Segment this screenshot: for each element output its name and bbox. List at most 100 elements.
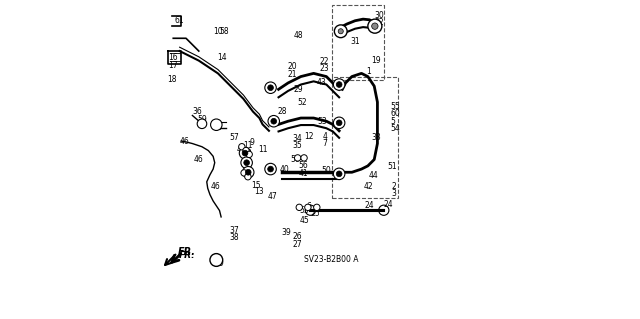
Text: 43: 43 (317, 78, 326, 87)
Text: 47: 47 (237, 145, 247, 154)
Circle shape (244, 160, 250, 166)
Circle shape (268, 85, 273, 91)
Text: 22: 22 (320, 57, 330, 66)
Circle shape (271, 118, 276, 124)
Bar (332, 77, 398, 198)
Circle shape (244, 174, 251, 180)
Circle shape (243, 167, 254, 178)
Text: 27: 27 (293, 241, 303, 249)
Text: 47: 47 (268, 192, 277, 201)
Text: 51: 51 (388, 162, 397, 171)
Circle shape (197, 119, 207, 129)
Text: 44: 44 (369, 171, 378, 180)
Circle shape (246, 151, 252, 158)
Circle shape (296, 204, 303, 211)
Text: 12: 12 (304, 132, 314, 141)
Text: 46: 46 (194, 155, 204, 164)
Circle shape (379, 205, 389, 215)
Text: 5: 5 (390, 117, 395, 126)
Circle shape (294, 155, 301, 161)
Text: 17: 17 (168, 61, 178, 70)
Text: 41: 41 (298, 169, 308, 178)
Circle shape (305, 205, 316, 215)
Bar (332, 5, 384, 80)
Circle shape (243, 147, 249, 154)
Text: 46: 46 (180, 137, 189, 146)
Text: 23: 23 (320, 64, 330, 73)
Text: 30: 30 (375, 11, 385, 20)
Text: 53: 53 (317, 117, 327, 126)
Circle shape (305, 204, 311, 211)
Circle shape (334, 25, 347, 38)
Text: 15: 15 (252, 181, 261, 189)
Text: 14: 14 (218, 53, 227, 62)
Text: 61: 61 (175, 16, 184, 25)
Text: 53: 53 (300, 206, 309, 215)
Circle shape (336, 120, 342, 126)
Circle shape (336, 171, 342, 177)
Text: 56: 56 (291, 155, 300, 164)
Text: 9: 9 (249, 138, 254, 147)
Circle shape (241, 170, 247, 176)
Text: 36: 36 (193, 107, 202, 116)
Text: 52: 52 (298, 98, 307, 107)
Text: FR.: FR. (179, 251, 195, 260)
Circle shape (368, 19, 382, 33)
Text: 33: 33 (371, 133, 381, 142)
Circle shape (333, 117, 345, 129)
Circle shape (268, 115, 280, 127)
Circle shape (301, 155, 307, 161)
Text: 18: 18 (167, 75, 177, 84)
Text: 40: 40 (280, 165, 290, 174)
Circle shape (333, 79, 345, 90)
Text: 4: 4 (323, 132, 328, 141)
Text: SV23-B2B00 A: SV23-B2B00 A (304, 255, 358, 263)
Text: 31: 31 (350, 37, 360, 46)
Circle shape (239, 144, 245, 150)
Text: 13: 13 (242, 149, 252, 158)
Text: 10: 10 (213, 27, 223, 36)
Text: 11: 11 (243, 141, 252, 150)
Circle shape (372, 23, 378, 29)
Text: 32: 32 (375, 19, 385, 27)
Text: 57: 57 (229, 133, 239, 142)
Text: FR.: FR. (178, 247, 196, 257)
Text: 2: 2 (392, 182, 397, 191)
Text: 3: 3 (392, 189, 397, 198)
Text: 46: 46 (211, 182, 221, 191)
Circle shape (211, 119, 222, 130)
Text: 1: 1 (366, 67, 371, 76)
Circle shape (239, 147, 251, 159)
Text: 48: 48 (294, 31, 303, 40)
Circle shape (268, 166, 273, 172)
Text: 24: 24 (383, 200, 393, 209)
Text: 15: 15 (242, 155, 252, 164)
Circle shape (242, 150, 248, 156)
Text: 19: 19 (371, 56, 381, 65)
Circle shape (210, 254, 223, 266)
Text: 50: 50 (321, 166, 332, 175)
Text: 6: 6 (307, 202, 312, 211)
Circle shape (241, 157, 252, 168)
Text: 20: 20 (287, 63, 297, 71)
Text: 49: 49 (215, 259, 225, 268)
Circle shape (245, 169, 251, 175)
Text: 38: 38 (229, 233, 239, 242)
Text: 39: 39 (281, 228, 291, 237)
Text: 11: 11 (258, 145, 268, 154)
Circle shape (333, 168, 345, 180)
Text: 37: 37 (229, 226, 239, 235)
Text: 16: 16 (168, 53, 178, 62)
Text: 35: 35 (293, 141, 303, 150)
Text: 28: 28 (278, 107, 287, 116)
Circle shape (265, 163, 276, 175)
Circle shape (338, 29, 343, 34)
Text: 58: 58 (220, 27, 229, 36)
Text: 45: 45 (300, 216, 309, 225)
Text: 59: 59 (197, 115, 207, 124)
Text: 8: 8 (216, 123, 221, 132)
Text: 56: 56 (298, 161, 308, 170)
Text: 24: 24 (365, 201, 374, 210)
Text: 25: 25 (310, 209, 320, 218)
Text: 29: 29 (294, 85, 303, 94)
